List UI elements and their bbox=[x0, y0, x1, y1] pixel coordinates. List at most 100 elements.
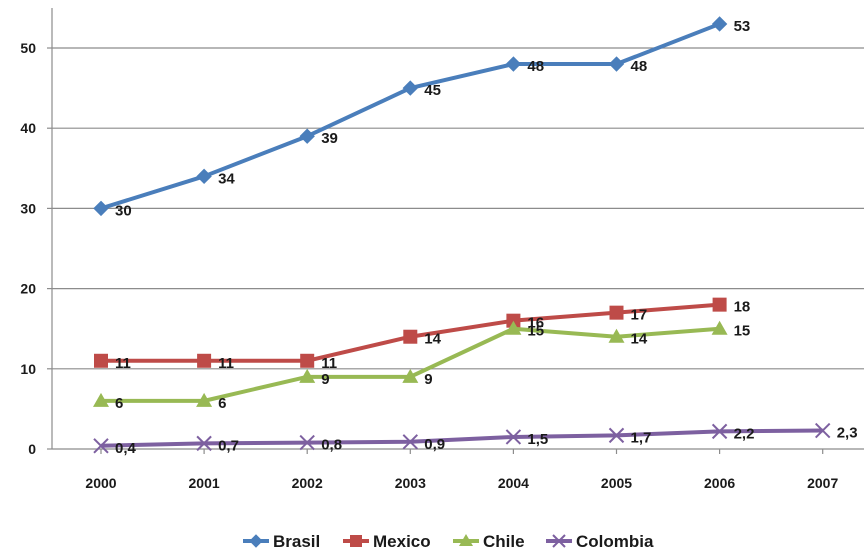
data-label-brasil: 53 bbox=[734, 18, 751, 35]
y-tick-label: 20 bbox=[20, 281, 36, 297]
data-label-mexico: 17 bbox=[631, 307, 648, 324]
data-point-mexico bbox=[300, 353, 315, 368]
data-point-brasil bbox=[402, 80, 419, 96]
x-tick-label: 2007 bbox=[807, 475, 838, 491]
data-label-colombia: 1,5 bbox=[527, 431, 548, 448]
marker-stroke bbox=[299, 434, 315, 451]
data-label-colombia: 0,9 bbox=[424, 436, 445, 453]
marker-stroke bbox=[196, 435, 212, 452]
data-label-chile: 9 bbox=[321, 371, 329, 388]
x-tick-label: 2005 bbox=[601, 475, 632, 491]
data-label-brasil: 30 bbox=[115, 202, 132, 219]
legend-marker-brasil bbox=[249, 534, 263, 548]
legend: Brasil Mexico Chile Colombia bbox=[243, 532, 654, 551]
data-label-mexico: 16 bbox=[527, 315, 544, 332]
data-point-chile bbox=[93, 392, 109, 407]
data-point-mexico bbox=[609, 305, 624, 320]
series-line-brasil bbox=[100, 22, 721, 211]
data-label-brasil: 45 bbox=[424, 82, 441, 99]
x-tick-label: 2002 bbox=[292, 475, 323, 491]
marker-stroke bbox=[552, 534, 566, 548]
data-label-colombia: 2,2 bbox=[734, 425, 755, 442]
data-label-brasil: 48 bbox=[527, 58, 544, 75]
data-point-brasil bbox=[608, 56, 625, 72]
data-label-mexico: 11 bbox=[218, 355, 234, 372]
data-label-brasil: 48 bbox=[631, 58, 648, 75]
data-label-chile: 9 bbox=[424, 371, 432, 388]
legend-marker-mexico bbox=[350, 535, 362, 547]
x-tick-label: 2006 bbox=[704, 475, 735, 491]
axes: 0 10 20 30 40 50 2000 2001 2002 2003 2004 2005 2006 2… bbox=[20, 8, 864, 491]
data-point-colombia bbox=[196, 435, 212, 452]
data-point-brasil bbox=[299, 128, 315, 144]
data-label-chile: 6 bbox=[115, 395, 123, 412]
grid-lines bbox=[52, 47, 864, 370]
data-label-chile: 6 bbox=[218, 395, 226, 412]
y-tick-label: 40 bbox=[20, 120, 36, 136]
data-point-chile bbox=[196, 392, 213, 407]
data-label-colombia: 0,8 bbox=[321, 437, 342, 454]
data-point-chile bbox=[711, 320, 728, 335]
data-point-mexico bbox=[506, 313, 521, 328]
data-point-mexico bbox=[94, 353, 108, 368]
x-tick-label: 2003 bbox=[395, 475, 426, 491]
legend-item-brasil: Brasil bbox=[243, 532, 320, 551]
data-label-colombia: 1,7 bbox=[631, 429, 652, 446]
data-point-mexico bbox=[197, 353, 212, 368]
legend-label-brasil: Brasil bbox=[273, 532, 320, 551]
y-tick-label: 30 bbox=[20, 200, 36, 216]
legend-label-mexico: Mexico bbox=[373, 532, 431, 551]
marker-stroke bbox=[608, 427, 625, 444]
data-labels: 30 34 39 45 48 48 53 11 11 11 14 16 17 18 6 6 9 9 15 14 15 0,… bbox=[115, 18, 858, 457]
data-point-chile bbox=[402, 368, 419, 383]
data-label-mexico: 18 bbox=[734, 299, 751, 316]
data-point-colombia bbox=[299, 434, 315, 451]
series-line-colombia bbox=[100, 428, 823, 448]
data-label-mexico: 11 bbox=[115, 355, 131, 372]
y-tick-label: 10 bbox=[20, 361, 36, 377]
data-point-colombia bbox=[402, 434, 419, 450]
legend-label-chile: Chile bbox=[483, 532, 525, 551]
legend-item-chile: Chile bbox=[453, 532, 525, 551]
data-label-colombia: 2,3 bbox=[837, 425, 858, 442]
data-label-chile: 15 bbox=[734, 323, 751, 340]
marker-stroke bbox=[93, 438, 109, 454]
data-point-chile bbox=[608, 328, 625, 343]
data-label-chile: 14 bbox=[631, 331, 648, 348]
data-point-colombia bbox=[93, 438, 109, 454]
data-label-colombia: 0,4 bbox=[115, 440, 137, 457]
data-label-mexico: 14 bbox=[424, 331, 441, 348]
marker-stroke bbox=[402, 434, 419, 450]
marker-stroke bbox=[814, 422, 831, 439]
legend-marker-colombia bbox=[552, 534, 566, 548]
data-point-mexico bbox=[712, 297, 727, 312]
data-point-colombia bbox=[505, 429, 522, 445]
series-lines bbox=[93, 16, 831, 454]
marker-stroke bbox=[711, 423, 728, 440]
data-label-chile: 15 bbox=[527, 323, 544, 340]
data-point-brasil bbox=[711, 16, 728, 32]
data-point-colombia bbox=[608, 427, 625, 444]
marker-stroke bbox=[505, 429, 522, 445]
legend-item-mexico: Mexico bbox=[343, 532, 431, 551]
legend-item-colombia: Colombia bbox=[546, 532, 654, 551]
data-point-brasil bbox=[93, 200, 109, 217]
data-point-colombia bbox=[711, 423, 728, 440]
data-label-brasil: 39 bbox=[321, 130, 338, 147]
y-tick-label: 50 bbox=[20, 40, 36, 56]
legend-label-colombia: Colombia bbox=[576, 532, 654, 551]
data-label-brasil: 34 bbox=[218, 170, 235, 187]
data-point-chile bbox=[299, 368, 316, 383]
data-label-mexico: 11 bbox=[321, 355, 337, 372]
data-point-brasil bbox=[196, 168, 212, 185]
x-tick-label: 2001 bbox=[189, 475, 220, 491]
data-point-mexico bbox=[403, 329, 418, 344]
data-point-chile bbox=[505, 320, 522, 335]
data-point-colombia bbox=[814, 422, 831, 439]
x-tick-label: 2004 bbox=[498, 475, 529, 491]
data-label-colombia: 0,7 bbox=[218, 437, 239, 454]
data-point-brasil bbox=[505, 56, 522, 72]
y-tick-label: 0 bbox=[28, 441, 36, 457]
x-tick-label: 2000 bbox=[85, 475, 116, 491]
